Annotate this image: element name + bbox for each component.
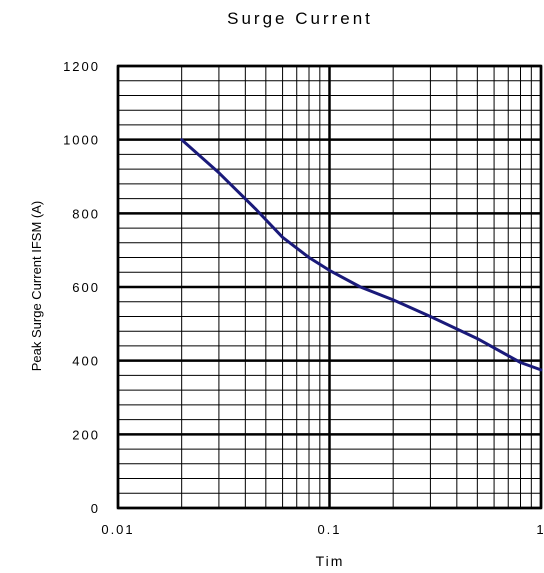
- x-tick-labels: 0.01 0.1 1: [101, 522, 544, 537]
- y-axis-label: Peak Surge Current IFSM (A): [29, 201, 44, 372]
- y-tick-label: 200: [72, 427, 100, 442]
- y-tick-label: 0: [91, 501, 100, 516]
- chart-title: Surge Current: [227, 9, 373, 28]
- y-tick-labels: 0 200 400 600 800 1000 1200: [63, 59, 100, 516]
- y-tick-label: 800: [72, 206, 100, 221]
- plot-frame: [116, 64, 543, 510]
- grid-lines: [116, 64, 543, 510]
- x-tick-label: 0.01: [101, 522, 134, 537]
- x-tick-label: 1: [536, 522, 544, 537]
- series-group: [180, 138, 543, 372]
- y-tick-label: 1200: [63, 59, 100, 74]
- x-tick-label: 0.1: [317, 522, 341, 537]
- y-tick-label: 400: [72, 354, 100, 369]
- y-tick-label: 1000: [63, 133, 100, 148]
- series-line: [180, 138, 543, 372]
- y-tick-label: 600: [72, 280, 100, 295]
- x-axis-label: Tim: [316, 553, 345, 569]
